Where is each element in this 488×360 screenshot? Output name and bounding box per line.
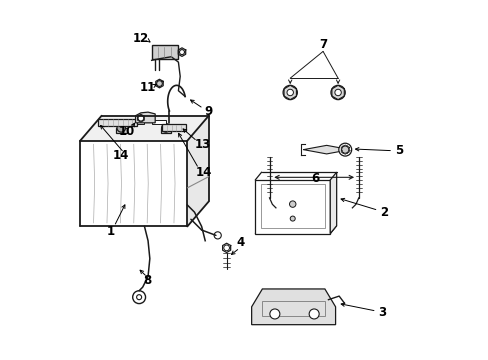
Circle shape xyxy=(283,85,297,100)
Polygon shape xyxy=(135,112,155,123)
Polygon shape xyxy=(329,172,336,234)
Text: 8: 8 xyxy=(143,274,151,287)
Circle shape xyxy=(214,232,221,239)
Text: 14: 14 xyxy=(195,166,211,179)
Circle shape xyxy=(156,81,162,86)
Text: 12: 12 xyxy=(133,32,149,45)
Bar xyxy=(98,118,137,126)
Circle shape xyxy=(138,115,143,121)
Text: 11: 11 xyxy=(139,81,155,94)
Polygon shape xyxy=(255,180,329,234)
Bar xyxy=(130,120,144,125)
Text: 14: 14 xyxy=(113,149,129,162)
Circle shape xyxy=(286,89,293,96)
Bar xyxy=(151,120,165,125)
Text: 7: 7 xyxy=(318,39,326,51)
Circle shape xyxy=(269,309,279,319)
Text: 13: 13 xyxy=(194,139,210,152)
Circle shape xyxy=(162,123,170,132)
Circle shape xyxy=(132,291,145,303)
Circle shape xyxy=(338,143,351,156)
Text: 10: 10 xyxy=(118,125,135,138)
Text: 4: 4 xyxy=(236,236,244,249)
Bar xyxy=(151,45,178,59)
Bar xyxy=(108,120,123,125)
Text: 6: 6 xyxy=(310,172,319,185)
Polygon shape xyxy=(303,145,349,154)
Bar xyxy=(160,128,171,133)
Text: 2: 2 xyxy=(379,206,387,219)
Circle shape xyxy=(117,123,125,132)
Circle shape xyxy=(308,309,319,319)
Bar xyxy=(116,128,126,133)
Text: 9: 9 xyxy=(203,104,212,118)
Circle shape xyxy=(330,85,345,100)
Polygon shape xyxy=(255,226,336,234)
Bar xyxy=(262,301,324,316)
Circle shape xyxy=(334,89,341,96)
Circle shape xyxy=(341,146,348,153)
Circle shape xyxy=(289,201,295,207)
Bar xyxy=(162,124,185,131)
Polygon shape xyxy=(187,116,208,226)
Text: 3: 3 xyxy=(377,306,386,319)
Text: 1: 1 xyxy=(106,225,114,238)
Text: 5: 5 xyxy=(394,144,402,157)
Polygon shape xyxy=(80,141,187,226)
Circle shape xyxy=(290,216,295,221)
Polygon shape xyxy=(80,116,208,141)
Polygon shape xyxy=(251,289,335,325)
Bar xyxy=(260,184,324,228)
